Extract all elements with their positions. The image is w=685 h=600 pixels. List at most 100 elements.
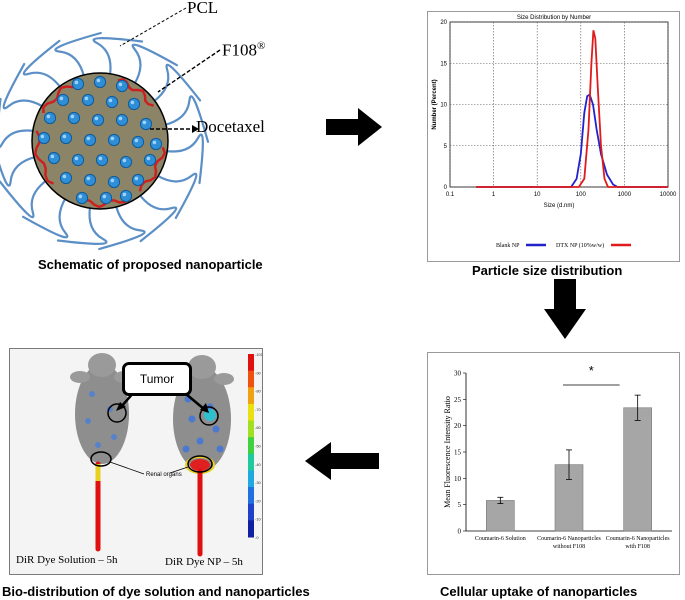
x-tick-label: 10000 — [660, 192, 677, 198]
size-distribution-panel: Size Distribution by Number 0.1 1 10 100 1000… — [427, 11, 680, 262]
drug-dot-highlight — [62, 134, 67, 139]
colorbar-segment — [248, 437, 254, 455]
drug-dot-highlight — [86, 176, 91, 181]
drug-dot-highlight — [40, 134, 45, 139]
fluorescence-spot — [216, 445, 224, 453]
docetaxel-drug-dot — [71, 77, 85, 91]
docetaxel-drug-dot — [56, 93, 70, 107]
docetaxel-drug-dot — [107, 175, 121, 189]
drug-dot-highlight — [130, 100, 135, 105]
polymer-chain — [0, 179, 48, 219]
polymer-chain — [22, 39, 62, 89]
y-tick-label: 15 — [440, 61, 447, 67]
colorbar-segment — [248, 420, 254, 438]
tumor-arrowhead-left — [116, 402, 126, 411]
polymer-chain — [0, 155, 38, 187]
legend-entry-label: Blank NP — [496, 243, 520, 249]
cellular-uptake-panel: 0 5 10 15 20 25 30 Mean Fluorescence Intensity … — [427, 352, 680, 575]
fluorescence-spot — [111, 434, 117, 440]
colorbar-tick-label: -0 — [255, 535, 259, 540]
significance-marker: * — [589, 363, 594, 378]
y-tick-label: 25 — [454, 396, 462, 404]
drug-dot-highlight — [110, 178, 115, 183]
polymer-chain — [92, 37, 144, 77]
y-tick-label: 10 — [440, 103, 447, 109]
nanoparticle-schematic — [0, 0, 310, 251]
colorbar-tick-label: -20 — [255, 498, 262, 503]
docetaxel-drug-dot — [139, 117, 153, 131]
renal-hotspot — [190, 459, 210, 471]
drug-dot-highlight — [122, 192, 127, 197]
drug-dot-highlight — [142, 120, 147, 125]
f108-chain — [138, 146, 167, 192]
drug-dot-highlight — [50, 154, 55, 159]
docetaxel-arrowhead — [192, 125, 199, 133]
uptake-bar — [623, 407, 652, 532]
y-axis-label: Number (Percent) — [432, 79, 438, 129]
renal-organs-label: Renal organs — [146, 472, 182, 478]
polymer-chain — [21, 196, 69, 239]
left-mouse-head — [88, 353, 116, 377]
f108-chain — [78, 196, 130, 209]
y-tick-label: 5 — [458, 501, 462, 509]
right-mouse-label: DiR Dye NP – 5h — [165, 556, 243, 568]
fluorescence-spot — [85, 418, 91, 424]
drug-dot-highlight — [70, 114, 75, 119]
label-pcl: PCL — [187, 0, 219, 17]
colorbar-segment — [248, 470, 254, 488]
colorbar-tick-label: -40 — [255, 462, 262, 467]
drug-dot-highlight — [74, 156, 79, 161]
fluorescence-spot — [196, 437, 204, 445]
docetaxel-drug-dot — [119, 155, 133, 169]
legend-entry-label: DTX NP (10%w/w) — [556, 242, 604, 249]
label-f108-text: F108 — [222, 40, 257, 60]
polymer-chain — [56, 205, 108, 245]
docetaxel-drug-dot — [95, 153, 109, 167]
left-mouse-label: DiR Dye Solution – 5h — [16, 554, 118, 566]
x-category-label: Coumarin-6 Nanoparticles — [606, 536, 670, 542]
left-mouse-forelimb — [70, 371, 90, 383]
x-category-label: without F108 — [553, 544, 585, 550]
docetaxel-drug-dot — [71, 153, 85, 167]
y-tick-label: 10 — [454, 475, 462, 483]
uptake-bar — [486, 500, 515, 532]
drug-dot-highlight — [118, 82, 123, 87]
renal-pointer-right — [169, 466, 189, 474]
polymer-chain — [2, 62, 45, 110]
docetaxel-drug-dot — [81, 93, 95, 107]
colorbar-tick-label: -80 — [255, 389, 262, 394]
drug-dot-highlight — [108, 98, 113, 103]
label-f108-superscript: ® — [256, 40, 266, 52]
y-tick-label: 15 — [454, 449, 462, 457]
arrow-right-icon — [326, 108, 382, 146]
colorbar-segment — [248, 370, 254, 388]
docetaxel-drug-dot — [115, 113, 129, 127]
nanoparticle-core — [31, 72, 169, 210]
drug-dot-highlight — [86, 136, 91, 141]
docetaxel-drug-dot — [93, 75, 107, 89]
docetaxel-drug-dot — [107, 133, 121, 147]
drug-dot-highlight — [110, 136, 115, 141]
polymer-chain — [131, 43, 179, 86]
label-docetaxel: Docetaxel — [196, 117, 265, 136]
fluorescence-spot — [188, 415, 196, 423]
left-tumor-circle — [107, 403, 127, 423]
x-tick-label: 1000 — [618, 192, 632, 198]
docetaxel-drug-dot — [67, 111, 81, 125]
drug-dot-highlight — [59, 96, 64, 101]
polymer-chain — [98, 203, 146, 251]
colorbar-tick-label: -70 — [255, 407, 262, 412]
docetaxel-drug-dot — [105, 95, 119, 109]
y-tick-label: 20 — [454, 422, 462, 430]
right-mouse-forelimb — [214, 373, 234, 385]
docetaxel-drug-dot — [131, 135, 145, 149]
series-line — [476, 30, 668, 188]
x-tick-label: 10 — [534, 192, 541, 198]
drug-dot-highlight — [78, 194, 83, 199]
cellular-uptake-chart: 0 5 10 15 20 25 30 Mean Fluorescence Intensity … — [443, 363, 672, 550]
f108-leader-line — [157, 49, 221, 93]
colorbar-tick-label: -60 — [255, 425, 262, 430]
drug-dot-highlight — [98, 156, 103, 161]
x-category-label: with F108 — [625, 544, 650, 550]
drug-dot-highlight — [102, 194, 107, 199]
